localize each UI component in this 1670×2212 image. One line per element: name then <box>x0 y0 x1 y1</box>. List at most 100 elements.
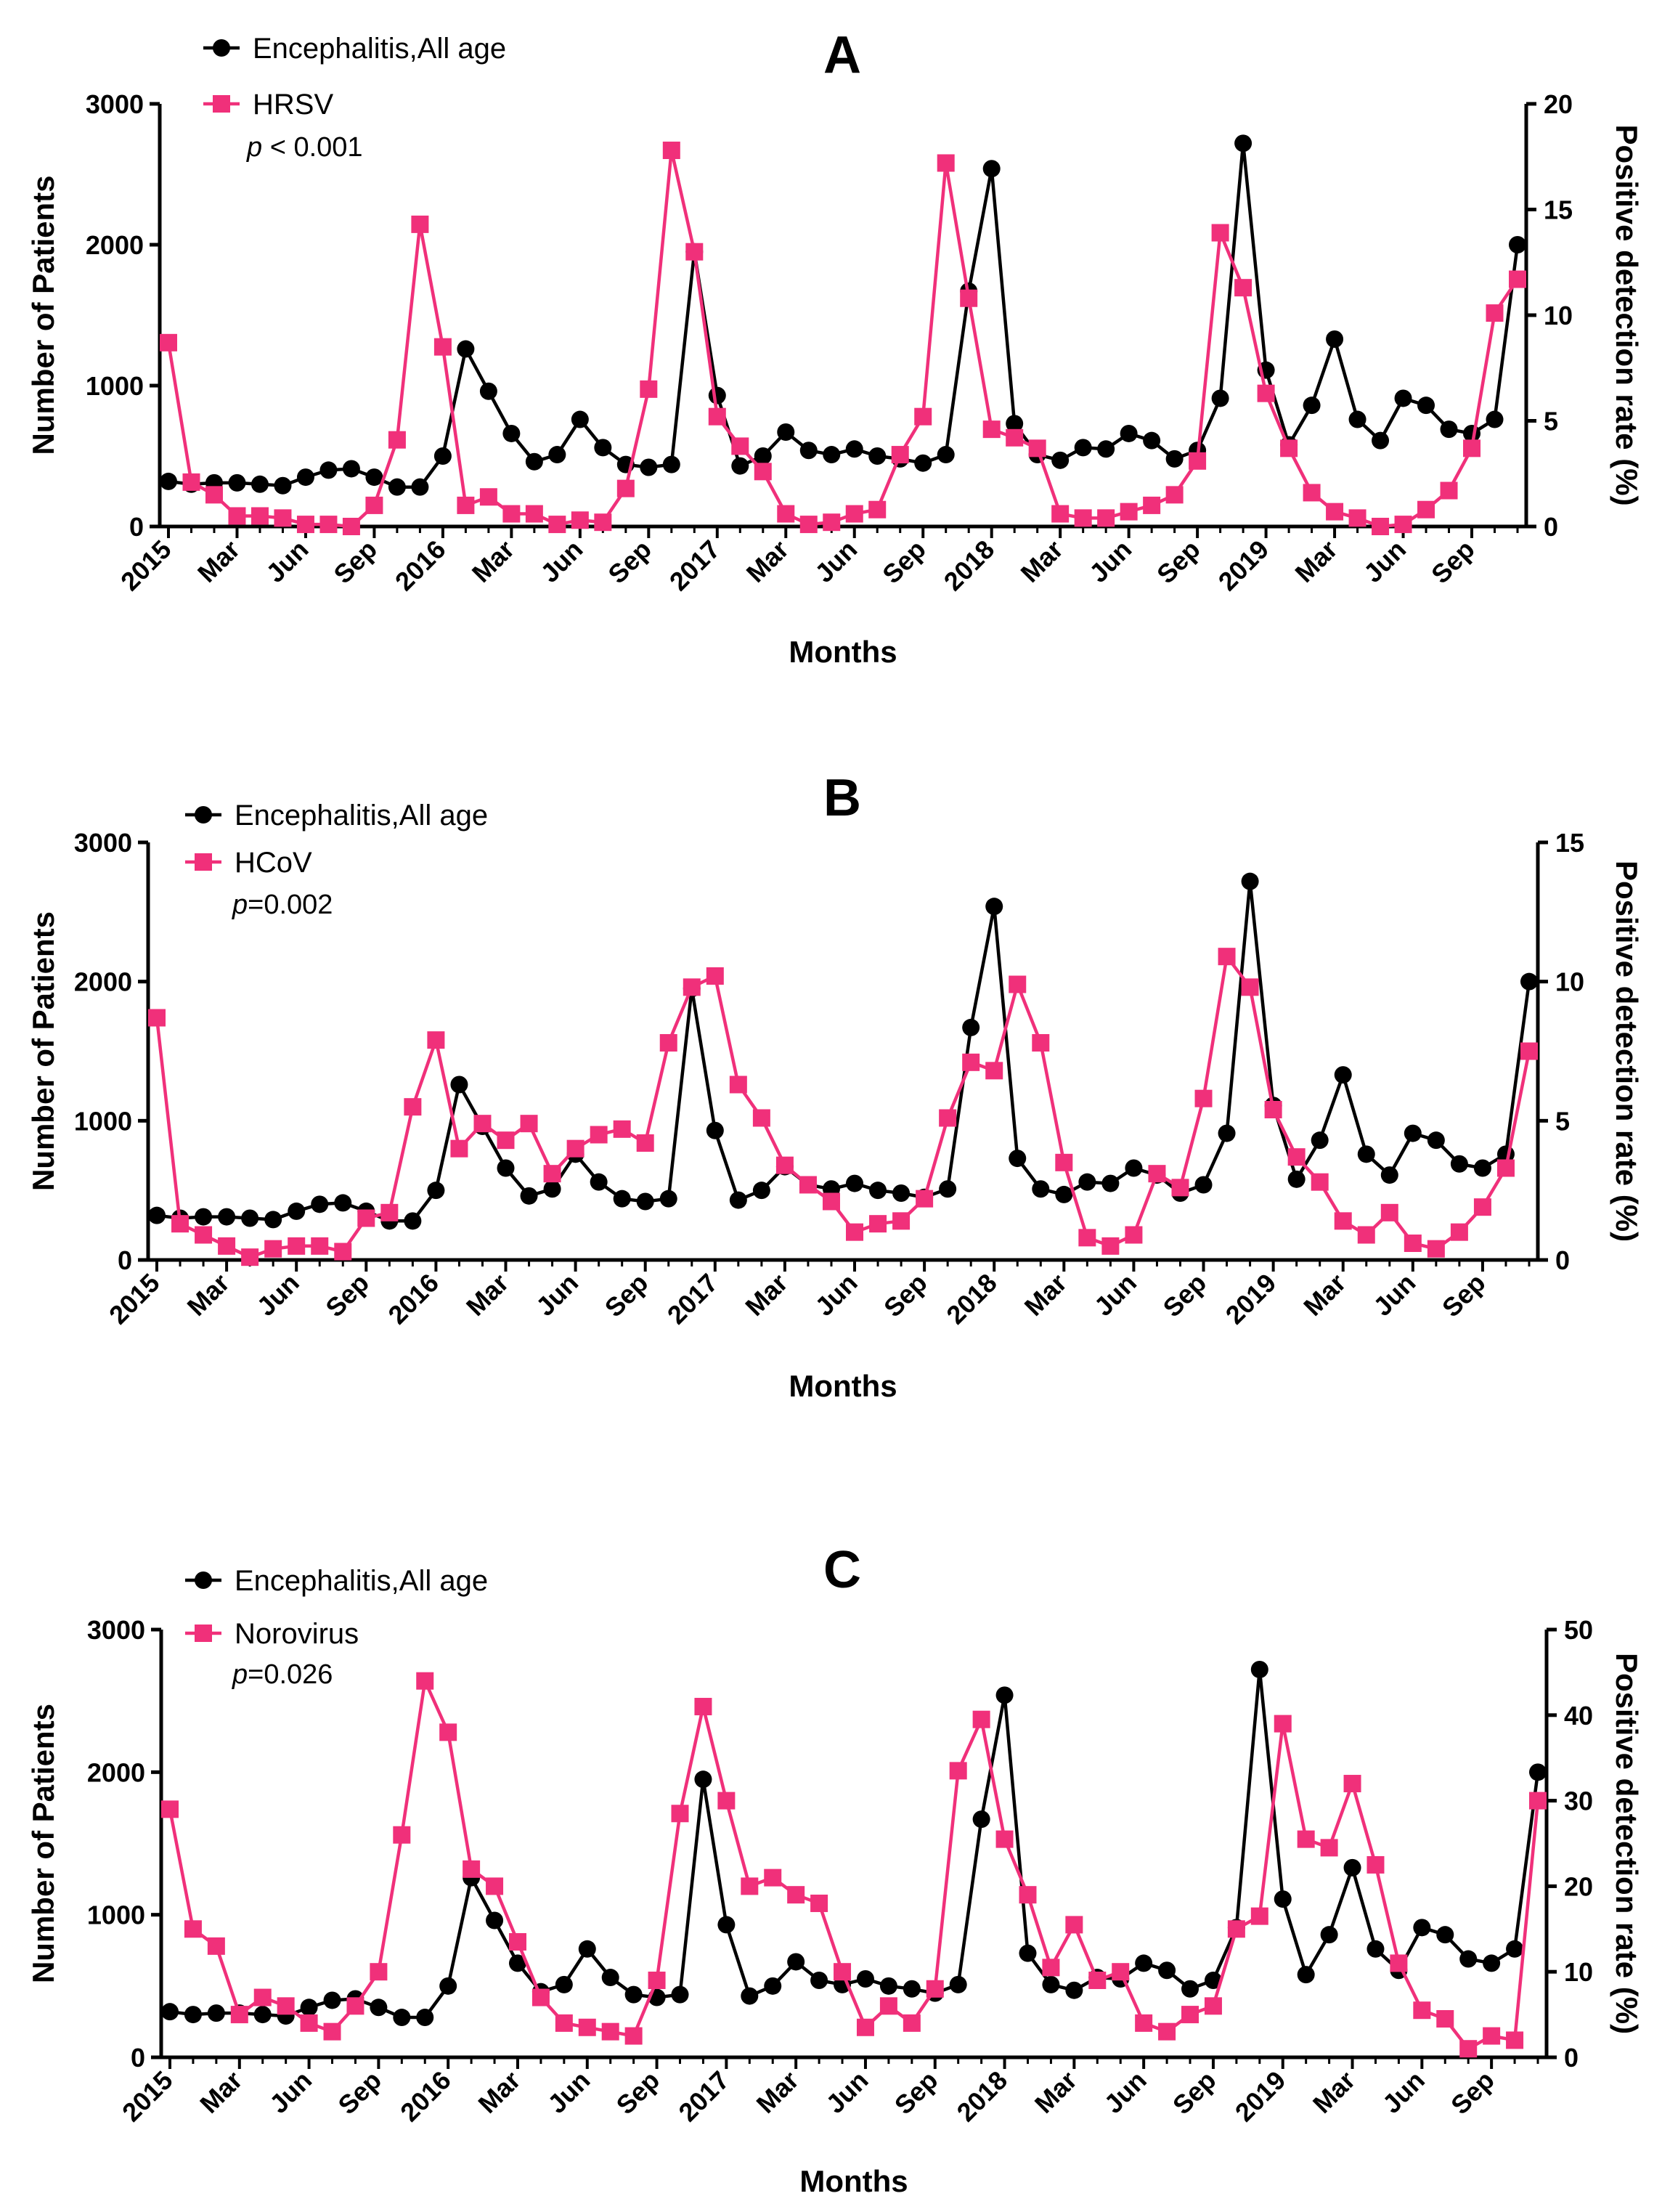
data-point <box>879 1997 897 2015</box>
data-point <box>1436 2009 1454 2028</box>
x-tick-label: 2018 <box>940 1268 1003 1330</box>
data-point <box>1120 503 1138 521</box>
data-point <box>845 505 863 523</box>
data-point <box>972 1810 990 1829</box>
data-point <box>264 1240 282 1258</box>
data-point <box>741 1987 759 2005</box>
data-point <box>1274 1890 1292 1908</box>
data-point <box>520 1187 538 1205</box>
data-point <box>764 1977 782 1995</box>
data-point <box>1311 1131 1329 1150</box>
data-point <box>1234 279 1252 297</box>
data-point <box>342 460 360 478</box>
data-point <box>300 2014 318 2032</box>
data-point <box>1019 1944 1037 1962</box>
x-tick-label: Mar <box>472 2065 526 2119</box>
data-point <box>393 2009 411 2027</box>
x-tick-label: Jun <box>1367 1268 1421 1322</box>
data-point <box>479 488 497 506</box>
data-point <box>450 1075 468 1094</box>
data-point <box>1051 505 1070 523</box>
data-point <box>914 454 932 472</box>
data-point <box>708 386 726 404</box>
data-point <box>393 1826 411 1844</box>
data-point <box>578 1940 596 1958</box>
data-point <box>1181 2006 1199 2024</box>
data-point <box>1320 1926 1338 1944</box>
data-point <box>1135 1954 1153 1972</box>
y-tick-label: 0 <box>131 2043 145 2073</box>
data-point <box>648 1971 666 1989</box>
data-point <box>694 1770 712 1789</box>
data-point <box>729 1075 747 1094</box>
x-tick-label: Sep <box>1436 1268 1491 1323</box>
data-point <box>543 1180 561 1198</box>
data-point <box>937 154 955 172</box>
x-tick-label: Sep <box>602 534 657 590</box>
data-point <box>694 1698 712 1716</box>
data-point <box>823 513 841 532</box>
legend-marker <box>195 1571 212 1589</box>
data-point <box>342 518 360 535</box>
p-value-text: =0.002 <box>248 890 333 920</box>
data-point <box>543 1165 561 1183</box>
data-point <box>601 1969 619 1987</box>
data-point <box>764 1869 782 1887</box>
x-axis-title: Months <box>789 635 897 669</box>
data-point <box>1274 1715 1292 1733</box>
data-point <box>228 473 246 492</box>
data-point <box>636 1134 654 1152</box>
data-point <box>903 1980 921 1998</box>
data-point <box>892 1212 911 1230</box>
data-point <box>250 507 269 525</box>
data-point <box>1097 440 1115 458</box>
data-point <box>1250 1660 1268 1678</box>
y-tick-label: 3000 <box>86 89 144 119</box>
data-point <box>1065 1981 1083 1999</box>
data-point <box>1280 439 1298 458</box>
data-point <box>253 1988 272 2006</box>
data-point <box>277 1997 295 2015</box>
data-point <box>296 468 314 487</box>
legend-label: Encephalitis,All age <box>235 1565 488 1597</box>
data-point <box>879 1977 897 1995</box>
data-point <box>903 2014 921 2032</box>
x-tick-label: 2016 <box>389 534 452 597</box>
data-point <box>300 1998 318 2017</box>
data-point <box>241 1248 259 1266</box>
x-tick-label: 2019 <box>1229 2065 1292 2128</box>
x-tick-label: Mar <box>1307 2065 1361 2119</box>
data-point <box>962 1053 980 1071</box>
data-point <box>195 1226 213 1244</box>
data-point <box>1158 2022 1176 2041</box>
data-point <box>995 1830 1014 1848</box>
x-tick-label: Sep <box>1167 2065 1222 2120</box>
data-point <box>1529 1763 1547 1781</box>
panel-letter: B <box>823 769 861 827</box>
p-value-symbol: p <box>232 1659 248 1690</box>
data-point <box>508 1932 526 1951</box>
data-point <box>1496 1159 1515 1177</box>
data-point <box>1101 1237 1120 1255</box>
data-point <box>161 2003 179 2021</box>
data-point <box>590 1173 608 1191</box>
data-point <box>1334 1066 1352 1084</box>
data-point <box>1303 484 1321 502</box>
data-point <box>161 1800 179 1818</box>
x-tick-label: Jun <box>542 2065 595 2119</box>
data-point <box>1348 410 1366 428</box>
data-point <box>1459 2040 1478 2058</box>
data-point <box>160 333 177 351</box>
data-point <box>1440 481 1458 500</box>
x-tick-label: Sep <box>599 1268 654 1323</box>
data-point <box>520 1115 538 1133</box>
series-line <box>168 1679 1540 2051</box>
y2-tick-label: 10 <box>1555 967 1584 997</box>
series-virus <box>161 1672 1547 2058</box>
x-tick-label: 2019 <box>1213 534 1275 597</box>
data-point <box>1143 431 1161 450</box>
data-point <box>1211 224 1229 242</box>
data-point <box>754 447 772 465</box>
data-point <box>810 1894 828 1912</box>
data-point <box>148 1206 166 1224</box>
